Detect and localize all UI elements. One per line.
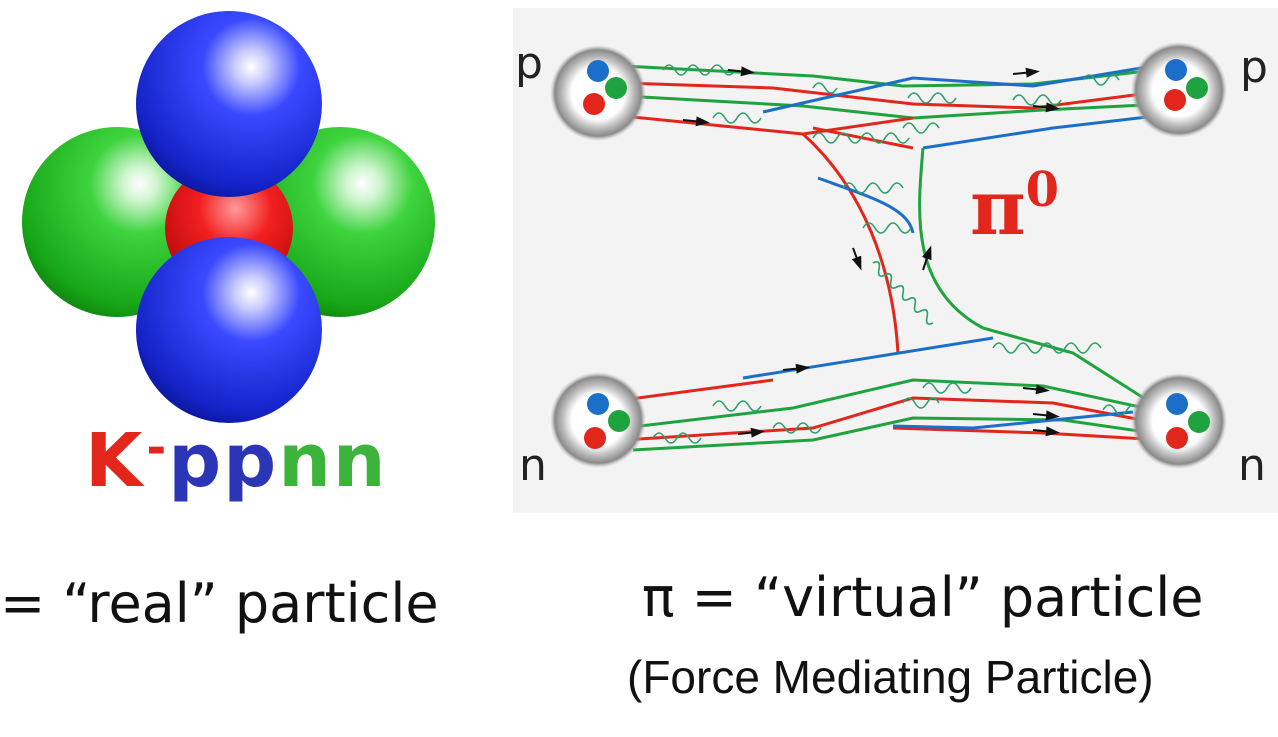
quark-line-top-blue	[762, 64, 1154, 114]
pion-charge: 0	[1025, 162, 1060, 218]
pion-gluon-diag	[872, 261, 934, 325]
gluon-bottom-3	[772, 422, 822, 434]
arrow-marker	[1032, 102, 1060, 113]
quark-line-bottom-blue	[742, 336, 994, 380]
nucleon-top-right	[1131, 42, 1227, 138]
pion-label: π0	[970, 162, 1059, 252]
force-mediating-caption: (Force Mediating Particle)	[627, 651, 1154, 703]
gluon-bottom-4	[992, 342, 1102, 354]
quark-line-bottom-red-3	[892, 426, 1164, 442]
gluon-bottom-5	[922, 382, 972, 394]
neutron-letters: nn	[278, 418, 388, 504]
quark-line-bottom-red	[622, 378, 774, 402]
gluon-top-3	[812, 82, 838, 94]
real-particle-text: = “real” particle	[0, 572, 439, 635]
quark-line-bottom-green	[622, 378, 1164, 430]
nucleon-bottom-right	[1131, 373, 1227, 469]
arrow-marker	[682, 116, 710, 127]
arrow-marker	[737, 427, 765, 438]
feynman-diagram-panel	[513, 8, 1278, 513]
arrow-marker	[1032, 426, 1060, 437]
proton-sphere-bottom	[136, 237, 322, 423]
gluon-top-7	[902, 122, 940, 134]
real-particle-caption: K= “real” particle	[0, 572, 439, 635]
arrow-marker	[851, 247, 862, 271]
arrow-marker	[1022, 384, 1050, 395]
gluon-top-5	[1012, 94, 1062, 106]
quark-line-top-blue-2	[922, 112, 1174, 150]
gluon-top-2	[712, 112, 762, 124]
quark-line-bottom-green-3	[982, 326, 1154, 406]
kaon-letter: K	[85, 418, 145, 504]
neutron-label-right: n	[1238, 440, 1266, 491]
quark-line-top-red	[622, 81, 1174, 110]
arrow-marker	[922, 245, 932, 271]
virtual-particle-caption: π = “virtual” particle	[642, 566, 1204, 629]
gluon-bottom-7	[902, 397, 940, 409]
gluon-bottom-1	[712, 400, 762, 412]
quark-line-top-red-2	[602, 112, 914, 136]
proton-letters: pp	[168, 418, 279, 504]
kaonic-nucleus-label: K-ppnn	[85, 418, 388, 504]
proton-label-right: p	[1240, 42, 1268, 93]
gluon-top-1	[662, 64, 736, 76]
kaon-charge: -	[146, 420, 169, 476]
quark-line-bottom-blue-2	[892, 410, 1134, 430]
arrow-marker	[1032, 410, 1060, 421]
arrow-marker	[727, 66, 755, 77]
kaonic-nucleus-diagram	[22, 11, 435, 423]
proton-label-left: p	[515, 38, 543, 89]
pion-symbol: π	[970, 163, 1026, 252]
gluon-top-4	[907, 92, 957, 104]
nucleon-top-left	[550, 45, 646, 141]
proton-sphere-top	[136, 11, 322, 197]
feynman-diagram	[550, 42, 1227, 469]
quark-line-top-green-2	[622, 94, 1164, 120]
nucleon-bottom-left	[550, 372, 646, 468]
arrow-marker	[782, 363, 810, 374]
gluon-bottom-2	[652, 432, 702, 444]
pion-gluon-mid	[842, 182, 904, 194]
pion-gluon-top	[812, 132, 910, 144]
gluon-bottom-6	[1102, 404, 1140, 416]
gluon-top-6	[1082, 74, 1120, 86]
neutron-label-left: n	[519, 440, 547, 491]
quark-line-bottom-green-2	[632, 416, 1174, 452]
pion-line-red	[801, 132, 900, 354]
arrow-marker	[1012, 67, 1040, 78]
pion-line-blue	[817, 176, 915, 234]
pion-gluon-mid-2	[862, 222, 912, 234]
pion-line-red-2	[812, 126, 914, 150]
